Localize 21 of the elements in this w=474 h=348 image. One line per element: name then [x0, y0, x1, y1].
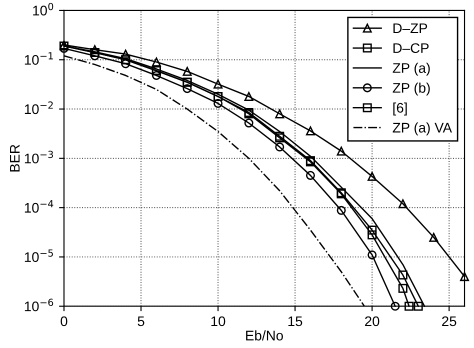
x-tick-label: 5: [138, 316, 144, 326]
legend-label: ZP (b): [392, 82, 430, 96]
y-tick-label: 10$^{−2}$: [24, 101, 53, 114]
x-tick-label: 25: [442, 316, 456, 326]
x-tick-label: 15: [288, 316, 302, 326]
x-axis-title: Eb/No: [246, 330, 283, 340]
legend-label: D–CP: [393, 43, 429, 54]
legend-label: ZP (a): [392, 62, 430, 76]
x-tick-label: 20: [365, 316, 380, 326]
y-tick-label: 10$^{−3}$: [24, 150, 53, 164]
legend-label: D–ZP: [393, 23, 428, 34]
x-tick-label: 0: [60, 316, 68, 326]
y-axis-title: BER: [10, 144, 20, 172]
x-tick-label: 10: [211, 316, 226, 326]
y-tick-label: 10$^{−5}$: [24, 249, 53, 262]
legend-label: [6]: [393, 102, 407, 116]
y-tick-label: 10$^{0}$: [33, 2, 54, 16]
legend-label: ZP (a) VA: [392, 122, 452, 136]
y-tick-label: 10$^{−4}$: [24, 200, 54, 213]
y-tick-label: 10$^{−6}$: [24, 298, 54, 312]
y-tick-label: 10$^{−1}$: [24, 52, 53, 65]
